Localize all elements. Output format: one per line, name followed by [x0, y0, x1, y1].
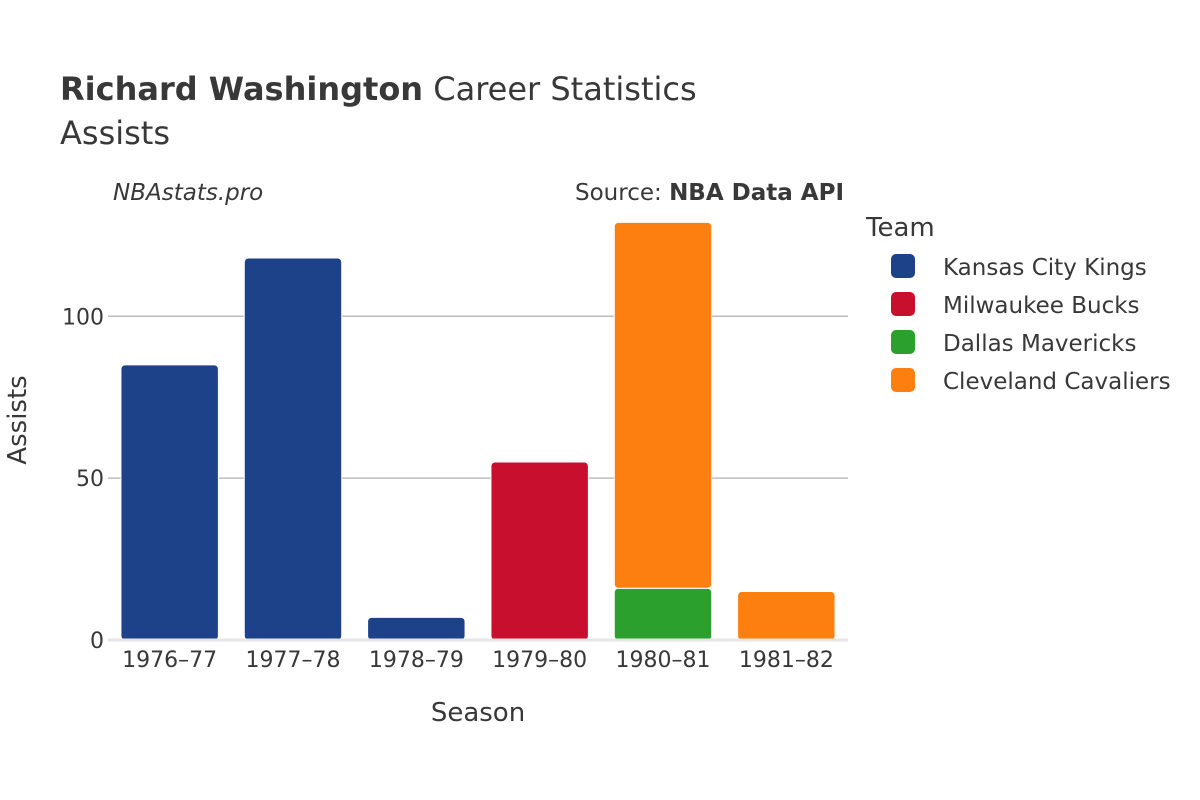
watermark: NBAstats.pro — [113, 180, 263, 206]
legend: Kansas City Kings Milwaukee Bucks Dallas M… — [891, 254, 1171, 395]
x-tick-label: 1978–79 — [369, 648, 464, 673]
gridlines — [108, 315, 848, 479]
legend-swatch[interactable] — [891, 254, 915, 278]
chart-title: Richard Washington Career Statistics — [60, 70, 697, 108]
y-tick-label: 100 — [62, 305, 104, 330]
x-tick-label: 1977–78 — [246, 648, 341, 673]
chart-subtitle: Assists — [60, 114, 170, 152]
bar[interactable] — [490, 461, 589, 641]
bar[interactable] — [613, 587, 713, 641]
source-name: NBA Data API — [669, 180, 844, 206]
legend-label[interactable]: Milwaukee Bucks — [943, 293, 1140, 319]
x-tick-label: 1980–81 — [616, 648, 711, 673]
bar[interactable] — [737, 590, 836, 641]
x-tick-label: 1981–82 — [739, 648, 834, 673]
y-tick-label: 0 — [90, 629, 104, 654]
legend-title: Team — [865, 213, 935, 243]
source-prefix: Source: — [575, 180, 669, 206]
bar[interactable] — [613, 221, 713, 589]
chart-title-rest: Career Statistics — [423, 70, 697, 108]
bar[interactable] — [243, 257, 343, 641]
y-tick-label: 50 — [76, 467, 104, 492]
legend-label[interactable]: Dallas Mavericks — [943, 331, 1136, 357]
legend-swatch[interactable] — [891, 368, 915, 392]
x-tick-labels: 1976–77 1977–78 1978–79 1979–80 1980–81 1981–… — [122, 648, 834, 673]
legend-label[interactable]: Cleveland Cavaliers — [943, 369, 1171, 395]
y-tick-labels: 0 50 100 — [62, 305, 104, 654]
legend-swatch[interactable] — [891, 292, 915, 316]
source-note: Source: NBA Data API — [575, 180, 844, 206]
legend-label[interactable]: Kansas City Kings — [943, 255, 1147, 281]
y-axis-title: Assists — [3, 375, 33, 464]
x-tick-label: 1976–77 — [122, 648, 217, 673]
legend-swatch[interactable] — [891, 330, 915, 354]
x-axis-title: Season — [431, 698, 525, 728]
bars — [120, 221, 836, 641]
x-tick-label: 1979–80 — [492, 648, 587, 673]
bar[interactable] — [367, 616, 466, 641]
bar[interactable] — [120, 364, 219, 641]
chart-title-player: Richard Washington — [60, 70, 423, 108]
